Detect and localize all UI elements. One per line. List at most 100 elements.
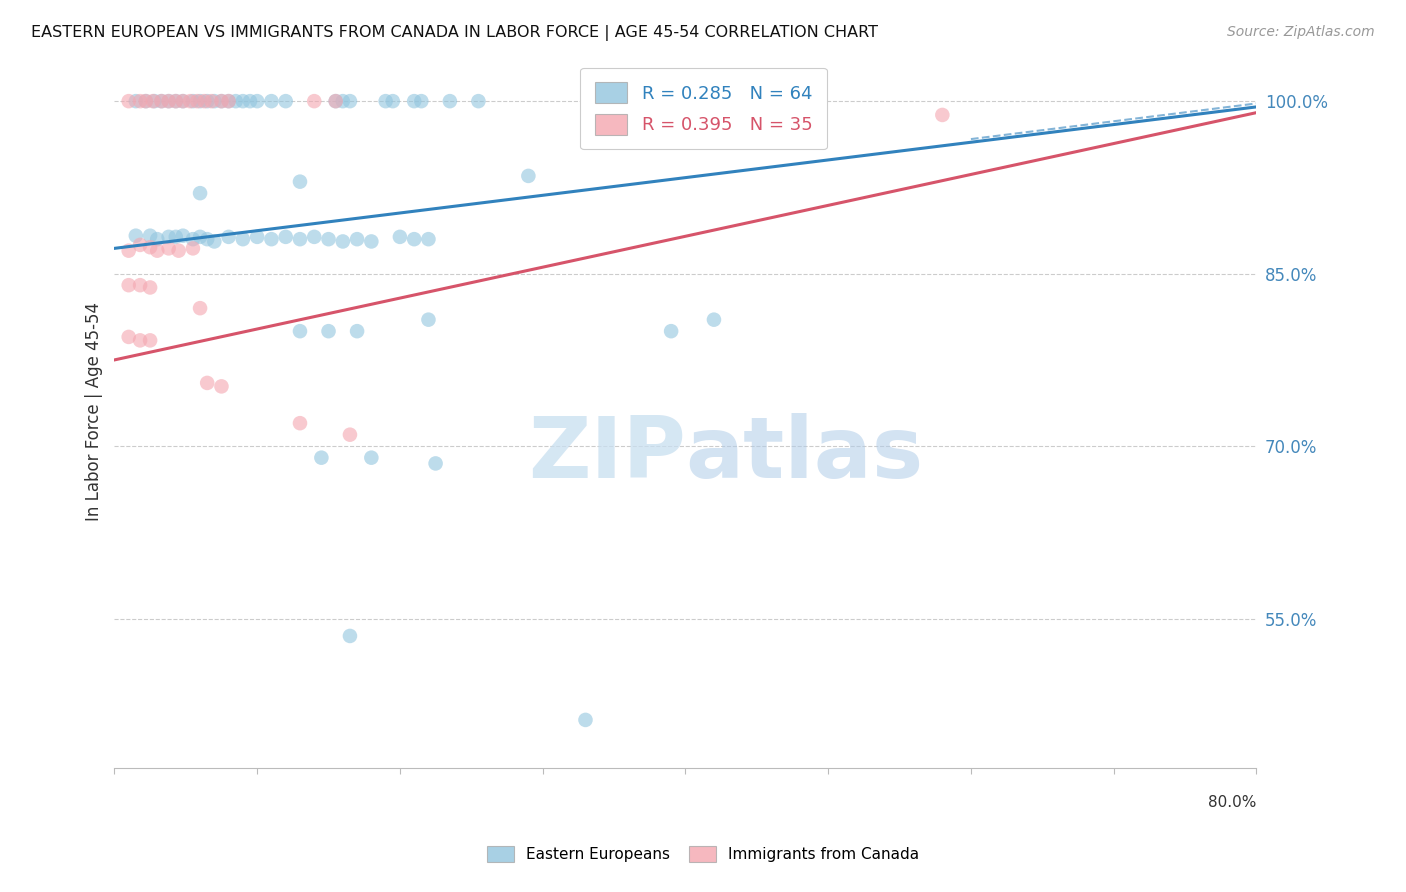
- Point: [129, 334, 152, 348]
- Point: [425, 457, 447, 471]
- Point: [360, 235, 382, 249]
- Text: 80.0%: 80.0%: [1208, 795, 1257, 810]
- Text: Source: ZipAtlas.com: Source: ZipAtlas.com: [1227, 25, 1375, 39]
- Point: [172, 228, 194, 243]
- Point: [195, 94, 218, 108]
- Point: [143, 94, 166, 108]
- Point: [167, 244, 190, 258]
- Point: [165, 94, 187, 108]
- Point: [374, 94, 396, 108]
- Point: [274, 230, 297, 244]
- Point: [139, 334, 162, 348]
- Point: [418, 312, 440, 326]
- Y-axis label: In Labor Force | Age 45-54: In Labor Force | Age 45-54: [86, 302, 103, 521]
- Point: [346, 324, 368, 338]
- Point: [332, 94, 354, 108]
- Point: [659, 324, 682, 338]
- Point: [202, 94, 225, 108]
- Point: [260, 232, 283, 246]
- Point: [139, 228, 162, 243]
- Point: [202, 235, 225, 249]
- Legend: Eastern Europeans, Immigrants from Canada: Eastern Europeans, Immigrants from Canad…: [481, 840, 925, 868]
- Point: [339, 94, 361, 108]
- Point: [188, 94, 211, 108]
- Point: [411, 94, 433, 108]
- Point: [188, 301, 211, 315]
- Point: [172, 94, 194, 108]
- Point: [188, 186, 211, 201]
- Point: [239, 94, 262, 108]
- Point: [288, 416, 311, 430]
- Point: [195, 232, 218, 246]
- Point: [211, 94, 233, 108]
- Point: [129, 278, 152, 293]
- Point: [146, 232, 169, 246]
- Point: [304, 230, 326, 244]
- Point: [139, 240, 162, 254]
- Point: [118, 330, 141, 344]
- Point: [418, 232, 440, 246]
- Point: [157, 230, 180, 244]
- Point: [146, 244, 169, 258]
- Point: [125, 94, 148, 108]
- Point: [325, 94, 347, 108]
- Point: [218, 230, 240, 244]
- Point: [129, 238, 152, 252]
- Point: [211, 379, 233, 393]
- Point: [179, 94, 201, 108]
- Point: [142, 94, 165, 108]
- Point: [135, 94, 157, 108]
- Point: [381, 94, 404, 108]
- Point: [360, 450, 382, 465]
- Point: [318, 232, 340, 246]
- Point: [318, 324, 340, 338]
- Point: [232, 232, 254, 246]
- Point: [288, 232, 311, 246]
- Point: [125, 228, 148, 243]
- Text: atlas: atlas: [685, 413, 924, 496]
- Point: [325, 94, 347, 108]
- Point: [339, 427, 361, 442]
- Point: [288, 175, 311, 189]
- Point: [288, 324, 311, 338]
- Point: [211, 94, 233, 108]
- Point: [225, 94, 247, 108]
- Point: [181, 232, 204, 246]
- Text: ZIP: ZIP: [527, 413, 685, 496]
- Point: [195, 376, 218, 390]
- Point: [118, 278, 141, 293]
- Point: [157, 241, 180, 255]
- Point: [404, 94, 426, 108]
- Point: [388, 230, 411, 244]
- Point: [165, 94, 187, 108]
- Point: [186, 94, 208, 108]
- Legend: R = 0.285   N = 64, R = 0.395   N = 35: R = 0.285 N = 64, R = 0.395 N = 35: [581, 68, 827, 149]
- Point: [118, 94, 141, 108]
- Point: [931, 108, 953, 122]
- Point: [139, 280, 162, 294]
- Point: [260, 94, 283, 108]
- Point: [404, 232, 426, 246]
- Point: [332, 235, 354, 249]
- Point: [304, 94, 326, 108]
- Point: [157, 94, 180, 108]
- Point: [439, 94, 461, 108]
- Point: [150, 94, 173, 108]
- Point: [246, 94, 269, 108]
- Point: [135, 94, 157, 108]
- Point: [246, 230, 269, 244]
- Point: [157, 94, 180, 108]
- Point: [346, 232, 368, 246]
- Point: [172, 94, 194, 108]
- Point: [181, 94, 204, 108]
- Point: [165, 230, 187, 244]
- Point: [467, 94, 489, 108]
- Point: [311, 450, 333, 465]
- Point: [188, 230, 211, 244]
- Point: [218, 94, 240, 108]
- Point: [574, 713, 596, 727]
- Point: [703, 312, 725, 326]
- Point: [150, 94, 173, 108]
- Point: [181, 241, 204, 255]
- Point: [118, 244, 141, 258]
